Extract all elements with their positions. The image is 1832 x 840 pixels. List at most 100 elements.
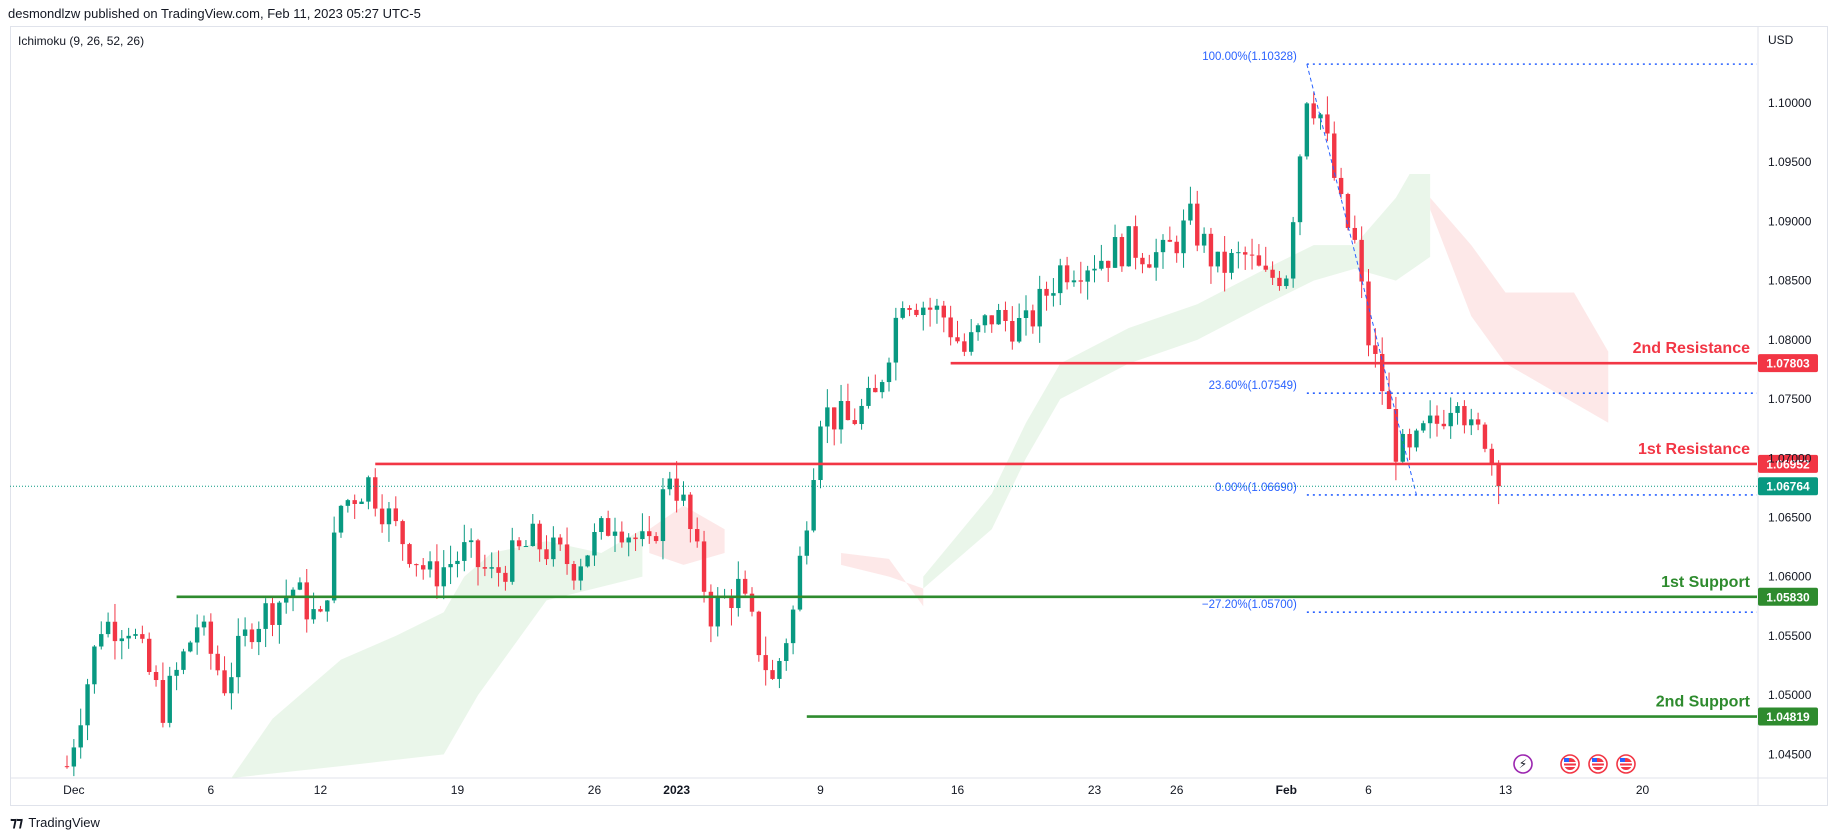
candle-body[interactable] (1469, 419, 1474, 426)
candle-body[interactable] (1201, 233, 1207, 246)
candle-body[interactable] (85, 684, 90, 726)
indicator-legend[interactable]: Ichimoku (9, 26, 52, 26) (18, 34, 145, 48)
candle-body[interactable] (681, 494, 686, 501)
candle-body[interactable] (407, 544, 412, 565)
candle-body[interactable] (99, 634, 104, 647)
candle-body[interactable] (516, 540, 522, 547)
candle-body[interactable] (797, 555, 803, 610)
candle-body[interactable] (948, 317, 953, 338)
candle-body[interactable] (749, 593, 755, 612)
candle-body[interactable] (571, 564, 577, 581)
candle-body[interactable] (818, 426, 823, 481)
candle-body[interactable] (1393, 409, 1399, 462)
candle-body[interactable] (866, 387, 871, 406)
candle-body[interactable] (955, 337, 960, 342)
candle-body[interactable] (1126, 226, 1131, 267)
candle-body[interactable] (1256, 255, 1262, 266)
candle-body[interactable] (729, 596, 734, 609)
candle-body[interactable] (811, 480, 816, 531)
candle-body[interactable] (1427, 415, 1433, 424)
candle-body[interactable] (1133, 226, 1138, 258)
candle-body[interactable] (1051, 293, 1056, 296)
candle-body[interactable] (1489, 448, 1494, 465)
candle-body[interactable] (105, 621, 111, 635)
tradingview-footer[interactable]: ⁊⁊ TradingView (10, 814, 100, 831)
candle-body[interactable] (1434, 415, 1440, 424)
candle-body[interactable] (921, 307, 926, 316)
candle-body[interactable] (1174, 241, 1179, 254)
candle-body[interactable] (345, 500, 351, 506)
candle-body[interactable] (215, 653, 220, 671)
candle-body[interactable] (544, 549, 549, 560)
candle-body[interactable] (188, 642, 193, 652)
dividend-event-icon[interactable] (1513, 754, 1533, 774)
candle-body[interactable] (414, 564, 419, 566)
candle-body[interactable] (1421, 423, 1426, 431)
candle-body[interactable] (1338, 177, 1344, 195)
candle-body[interactable] (167, 675, 172, 723)
candle-body[interactable] (619, 531, 625, 543)
candle-body[interactable] (1099, 260, 1104, 269)
candle-body[interactable] (331, 532, 337, 601)
candle-body[interactable] (742, 578, 748, 594)
candle-body[interactable] (482, 567, 488, 569)
candle-body[interactable] (1263, 265, 1268, 270)
candle-body[interactable] (674, 478, 679, 501)
candle-body[interactable] (263, 603, 268, 629)
candle-body[interactable] (1140, 257, 1145, 265)
candle-body[interactable] (1222, 251, 1227, 273)
candle-body[interactable] (1455, 406, 1460, 413)
candle-body[interactable] (1085, 270, 1090, 282)
candle-body[interactable] (290, 589, 296, 597)
candle-body[interactable] (886, 362, 892, 383)
candle-body[interactable] (379, 508, 385, 525)
candle-body[interactable] (653, 536, 659, 542)
candle-body[interactable] (1304, 103, 1310, 157)
candle-body[interactable] (1482, 424, 1488, 449)
candle-body[interactable] (393, 508, 398, 522)
candle-body[interactable] (1003, 309, 1008, 321)
candle-body[interactable] (1332, 133, 1337, 178)
candle-body[interactable] (1119, 237, 1125, 267)
candle-body[interactable] (475, 540, 481, 568)
candle-body[interactable] (194, 627, 200, 643)
candle-body[interactable] (1078, 280, 1083, 282)
candle-body[interactable] (455, 560, 460, 565)
candle-body[interactable] (551, 537, 556, 560)
candle-body[interactable] (208, 621, 214, 654)
candle-body[interactable] (1229, 252, 1234, 273)
candle-body[interactable] (1366, 281, 1371, 346)
candle-body[interactable] (770, 670, 775, 679)
candle-body[interactable] (441, 567, 446, 587)
candle-body[interactable] (1153, 252, 1159, 268)
candle-body[interactable] (1462, 406, 1467, 426)
candle-body[interactable] (1277, 277, 1282, 287)
candle-body[interactable] (92, 646, 97, 685)
candle-body[interactable] (1058, 265, 1063, 294)
candle-body[interactable] (914, 309, 919, 316)
candle-body[interactable] (386, 508, 392, 525)
candle-body[interactable] (510, 540, 515, 582)
candle-body[interactable] (934, 305, 940, 310)
candle-body[interactable] (304, 582, 309, 620)
candle-body[interactable] (1188, 203, 1193, 221)
candle-body[interactable] (78, 725, 83, 748)
candle-body[interactable] (1496, 464, 1501, 487)
candle-body[interactable] (126, 635, 131, 639)
candle-body[interactable] (1160, 239, 1166, 253)
candle-body[interactable] (969, 332, 974, 352)
candle-body[interactable] (1071, 280, 1077, 283)
candle-body[interactable] (503, 572, 508, 582)
candle-body[interactable] (147, 638, 152, 673)
candle-body[interactable] (1414, 430, 1419, 448)
candle-body[interactable] (496, 567, 501, 573)
candle-body[interactable] (585, 555, 590, 567)
candle-body[interactable] (112, 621, 118, 642)
candle-body[interactable] (1112, 237, 1118, 268)
candle-body[interactable] (804, 530, 809, 556)
candle-body[interactable] (605, 518, 611, 536)
candle-body[interactable] (763, 655, 768, 671)
candle-body[interactable] (373, 477, 378, 509)
candle-body[interactable] (400, 521, 405, 545)
